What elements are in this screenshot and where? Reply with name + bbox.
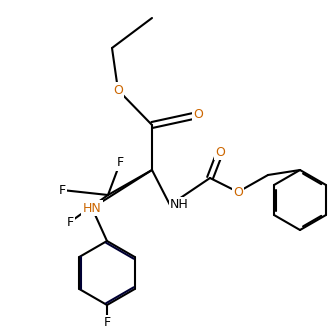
Text: F: F bbox=[66, 215, 74, 229]
Text: O: O bbox=[233, 186, 243, 198]
Text: HN: HN bbox=[82, 201, 101, 215]
Text: O: O bbox=[215, 145, 225, 159]
Text: O: O bbox=[113, 84, 123, 96]
Text: F: F bbox=[103, 316, 111, 329]
Text: F: F bbox=[116, 157, 123, 169]
Text: O: O bbox=[193, 109, 203, 121]
Text: NH: NH bbox=[170, 198, 189, 212]
Text: F: F bbox=[58, 184, 66, 196]
